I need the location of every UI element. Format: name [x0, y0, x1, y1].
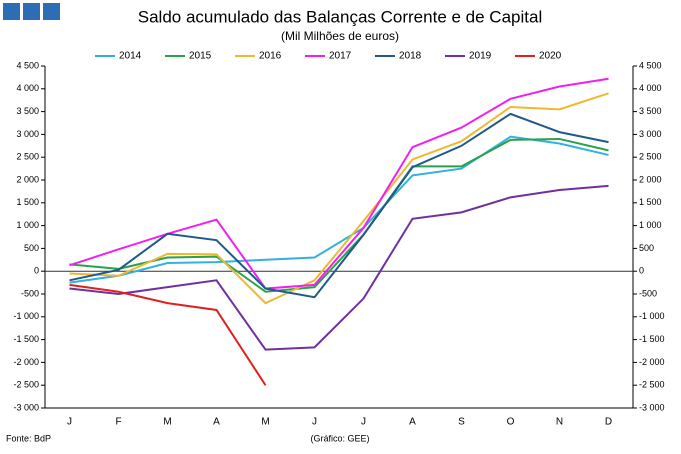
- series-line: [69, 92, 609, 305]
- legend-label: 2015: [189, 51, 212, 62]
- y-tick-label: 3 500: [16, 106, 39, 116]
- logo-block: [43, 3, 60, 20]
- y-tick-label: -1 000: [13, 311, 39, 321]
- y-tick-label: -3 000: [13, 402, 39, 412]
- y-tick-label: -1 500: [13, 334, 39, 344]
- y2-tick-label: -2 000: [639, 357, 665, 367]
- y-tick-label: 3 000: [16, 129, 39, 139]
- y2-tick-label: -2 500: [639, 380, 665, 390]
- y2-tick-label: 0: [639, 266, 644, 276]
- y-tick-label: 1 000: [16, 220, 39, 230]
- y-tick-label: 4 000: [16, 83, 39, 93]
- x-tick-label: M: [261, 417, 269, 428]
- series-line: [69, 283, 267, 386]
- y2-tick-label: 4 500: [639, 60, 662, 70]
- y2-tick-label: 4 000: [639, 83, 662, 93]
- y2-tick-label: 500: [639, 243, 654, 253]
- y-tick-label: 2 500: [16, 152, 39, 162]
- x-tick-label: N: [556, 417, 563, 428]
- logo-block: [3, 3, 20, 20]
- legend-label: 2019: [469, 51, 492, 62]
- x-tick-label: A: [213, 417, 220, 428]
- legend-label: 2020: [539, 51, 562, 62]
- legend-label: 2016: [259, 51, 282, 62]
- y-tick-label: -500: [21, 288, 39, 298]
- y2-tick-label: -1 000: [639, 311, 665, 321]
- legend-label: 2014: [119, 51, 142, 62]
- y-tick-label: -2 000: [13, 357, 39, 367]
- y2-tick-label: 2 000: [639, 174, 662, 184]
- y2-tick-label: 2 500: [639, 152, 662, 162]
- y2-tick-label: 3 500: [639, 106, 662, 116]
- credit: (Gráfico: GEE): [310, 433, 369, 443]
- y2-tick-label: -1 500: [639, 334, 665, 344]
- series-line: [69, 77, 609, 290]
- x-tick-label: S: [458, 417, 465, 428]
- y-tick-label: 500: [24, 243, 39, 253]
- x-tick-label: F: [115, 417, 121, 428]
- y2-tick-label: 1 000: [639, 220, 662, 230]
- y2-tick-label: -3 000: [639, 402, 665, 412]
- series-line: [69, 184, 609, 351]
- y-tick-label: 1 500: [16, 197, 39, 207]
- x-tick-label: J: [361, 417, 366, 428]
- x-tick-label: J: [67, 417, 72, 428]
- chart-subtitle: (Mil Milhões de euros): [281, 29, 399, 43]
- series-line: [69, 137, 609, 293]
- y-tick-label: 2 000: [16, 174, 39, 184]
- y-tick-label: 4 500: [16, 60, 39, 70]
- series-line: [69, 112, 609, 299]
- chart-title: Saldo acumulado das Balanças Corrente e …: [138, 7, 542, 26]
- series-line: [69, 135, 609, 284]
- x-tick-label: J: [312, 417, 317, 428]
- y2-tick-label: 1 500: [639, 197, 662, 207]
- x-tick-label: O: [507, 417, 515, 428]
- legend-label: 2017: [329, 51, 352, 62]
- x-tick-label: D: [605, 417, 612, 428]
- y2-tick-label: 3 000: [639, 129, 662, 139]
- y-tick-label: 0: [34, 266, 39, 276]
- x-tick-label: A: [409, 417, 416, 428]
- logo-block: [23, 3, 40, 20]
- source: Fonte: BdP: [6, 433, 51, 443]
- legend-label: 2018: [399, 51, 422, 62]
- y-tick-label: -2 500: [13, 380, 39, 390]
- x-tick-label: M: [163, 417, 171, 428]
- y2-tick-label: -500: [639, 288, 657, 298]
